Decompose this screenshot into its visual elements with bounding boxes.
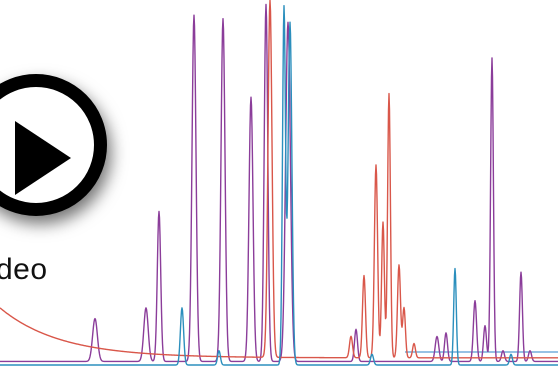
play-icon [15,121,71,195]
trace-blue [0,4,558,366]
video-label: deo [0,253,48,286]
trace-red [0,0,558,359]
